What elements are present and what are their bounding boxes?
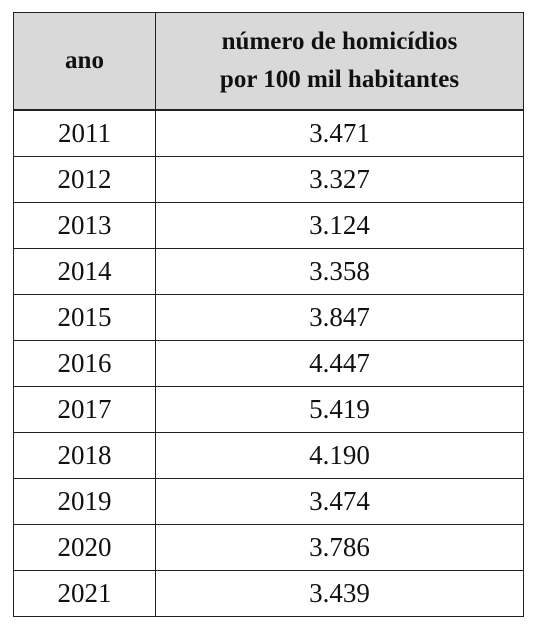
year-cell: 2015 [13, 294, 156, 341]
year-cell: 2017 [13, 386, 156, 433]
table-row: 2017 5.419 [13, 386, 524, 433]
table-row: 2020 3.786 [13, 524, 524, 571]
homicide-rate-table: ano número de homicídios por 100 mil hab… [13, 12, 524, 617]
table-row: 2019 3.474 [13, 478, 524, 525]
table-row: 2014 3.358 [13, 248, 524, 295]
homicide-rate-header-line-1: número de homicídios [221, 28, 458, 55]
year-cell: 2011 [13, 109, 156, 157]
year-cell: 2012 [13, 156, 156, 203]
year-cell: 2019 [13, 478, 156, 525]
table-row: 2015 3.847 [13, 294, 524, 341]
table-row: 2016 4.447 [13, 340, 524, 387]
year-cell: 2013 [13, 202, 156, 249]
homicide-rate-cell: 3.471 [155, 109, 524, 157]
homicide-rate-header-line-2: por 100 mil habitantes [219, 66, 460, 93]
year-cell: 2016 [13, 340, 156, 387]
table-header: ano número de homicídios por 100 mil hab… [13, 12, 524, 111]
homicide-rate-cell: 3.786 [155, 524, 524, 571]
homicide-rate-cell: 3.124 [155, 202, 524, 249]
homicide-rate-cell: 4.190 [155, 432, 524, 479]
year-cell: 2021 [13, 570, 156, 617]
homicide-rate-cell: 3.474 [155, 478, 524, 525]
table-row: 2011 3.471 [13, 109, 524, 157]
homicide-rate-cell: 3.439 [155, 570, 524, 617]
year-column-header: ano [13, 12, 156, 111]
year-cell: 2014 [13, 248, 156, 295]
header-row: ano número de homicídios por 100 mil hab… [13, 12, 524, 111]
homicide-rate-column-header: número de homicídios por 100 mil habitan… [155, 12, 524, 111]
homicide-rate-cell: 3.847 [155, 294, 524, 341]
table-body: 2011 3.471 2012 3.327 2013 3.124 2014 3.… [13, 109, 524, 617]
year-cell: 2020 [13, 524, 156, 571]
homicide-rate-cell: 4.447 [155, 340, 524, 387]
year-cell: 2018 [13, 432, 156, 479]
table-row: 2018 4.190 [13, 432, 524, 479]
homicide-rate-cell: 5.419 [155, 386, 524, 433]
table-row: 2013 3.124 [13, 202, 524, 249]
table-row: 2021 3.439 [13, 570, 524, 617]
table-row: 2012 3.327 [13, 156, 524, 203]
homicide-rate-cell: 3.358 [155, 248, 524, 295]
homicide-rate-cell: 3.327 [155, 156, 524, 203]
